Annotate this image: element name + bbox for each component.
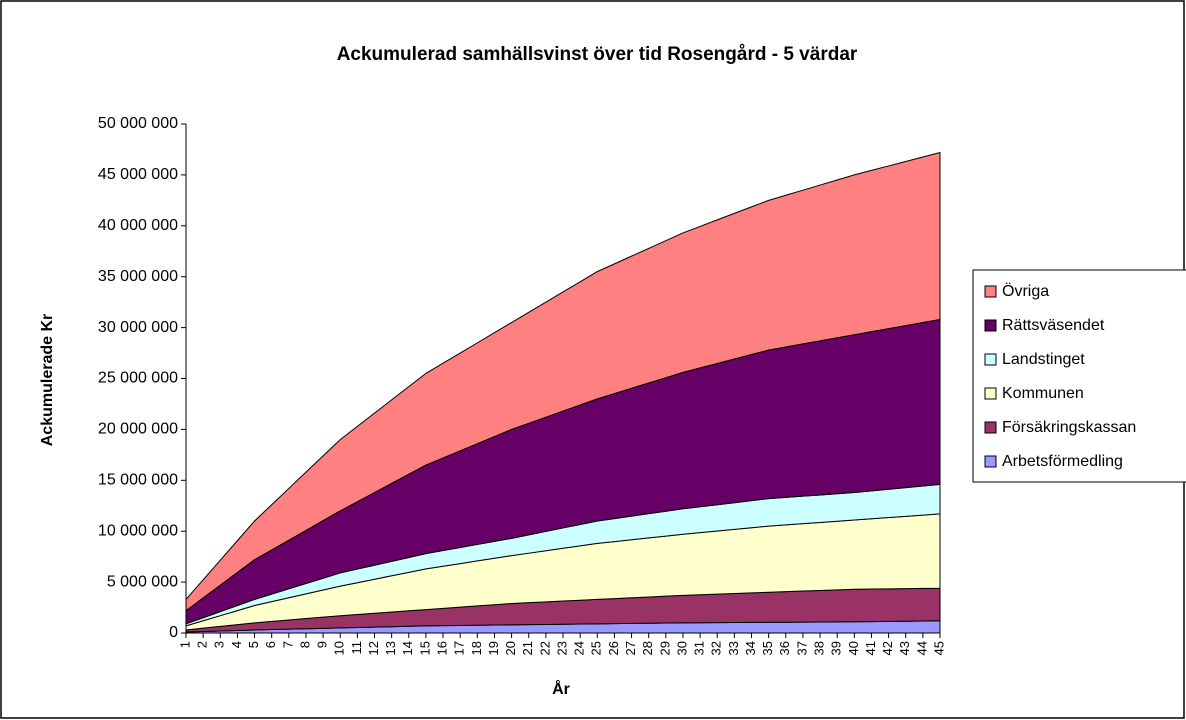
x-tick-label: 26: [606, 641, 621, 655]
x-tick-label: 40: [846, 641, 861, 655]
legend-swatch: [984, 285, 997, 298]
x-tick-label: 38: [811, 641, 826, 655]
x-tick-label: 11: [349, 641, 364, 655]
x-tick-label: 6: [263, 641, 278, 648]
x-tick-label: 37: [794, 641, 809, 655]
x-tick-label: 34: [743, 641, 758, 655]
legend-label: Arbetsförmedling: [1002, 453, 1123, 470]
x-tick-label: 5: [246, 641, 261, 648]
area: [185, 151, 941, 612]
legend-label: Försäkringskassan: [1002, 419, 1136, 436]
legend-swatch: [984, 421, 997, 434]
x-tick-label: 43: [897, 641, 912, 655]
y-tick-label: 35 000 000: [98, 268, 178, 285]
x-tick-label: 4: [229, 641, 244, 648]
x-tick-label: 16: [434, 641, 449, 655]
x-tick-label: 27: [623, 641, 638, 655]
x-tick-label: 24: [572, 641, 587, 655]
x-tick-label: 15: [417, 641, 432, 655]
x-tick-label: 29: [657, 641, 672, 655]
x-tick-label: 8: [297, 641, 312, 648]
x-tick-label: 3: [212, 641, 227, 648]
x-tick-label: 39: [829, 641, 844, 655]
y-tick-label: 0: [169, 624, 178, 641]
legend-swatch: [984, 319, 997, 332]
x-tick-label: 13: [383, 641, 398, 655]
x-tick-label: 28: [640, 641, 655, 655]
legend-swatch: [984, 387, 997, 400]
x-tick-label: 12: [366, 641, 381, 655]
y-tick-label: 30 000 000: [98, 319, 178, 336]
x-tick-label: 9: [315, 641, 330, 648]
y-tick-label: 45 000 000: [98, 166, 178, 183]
x-tick-label: 1: [177, 641, 192, 648]
x-tick-label: 45: [931, 641, 946, 655]
y-tick-label: 50 000 000: [98, 115, 178, 132]
legend-swatch: [984, 455, 997, 468]
y-axis-title: Ackumulerade Kr: [39, 314, 56, 447]
legend-label: Rättsväsendet: [1002, 317, 1105, 334]
x-tick-label: 42: [880, 641, 895, 655]
x-tick-label: 23: [554, 641, 569, 655]
x-axis-title: År: [552, 679, 570, 698]
x-tick-label: 19: [486, 641, 501, 655]
x-tick-label: 33: [726, 641, 741, 655]
x-tick-label: 22: [537, 641, 552, 655]
y-tick-label: 10 000 000: [98, 522, 178, 539]
y-tick-label: 5 000 000: [107, 573, 178, 590]
x-tick-label: 30: [674, 641, 689, 655]
legend-label: Kommunen: [1002, 385, 1084, 402]
x-tick-label: 25: [589, 641, 604, 655]
x-tick-label: 18: [469, 641, 484, 655]
legend-label: Övriga: [1002, 282, 1049, 300]
x-tick-label: 41: [863, 641, 878, 655]
x-tick-label: 36: [777, 641, 792, 655]
x-tick-label: 14: [400, 641, 415, 655]
chart-title: Ackumulerad samhällsvinst över tid Rosen…: [337, 44, 858, 65]
x-tick-label: 2: [195, 641, 210, 648]
legend-label: Landstinget: [1002, 351, 1085, 368]
x-tick-label: 17: [452, 641, 467, 655]
y-tick-label: 15 000 000: [98, 472, 178, 489]
x-tick-label: 32: [709, 641, 724, 655]
x-tick-label: 7: [280, 641, 295, 648]
x-tick-label: 20: [503, 641, 518, 655]
legend-box: [972, 269, 1186, 483]
x-tick-label: 10: [332, 641, 347, 655]
legend-swatch: [984, 353, 997, 366]
x-tick-label: 44: [914, 641, 929, 655]
y-tick-label: 40 000 000: [98, 217, 178, 234]
x-tick-label: 31: [692, 641, 707, 655]
y-tick-label: 20 000 000: [98, 421, 178, 438]
x-tick-label: 21: [520, 641, 535, 655]
y-tick-label: 25 000 000: [98, 370, 178, 387]
x-tick-label: 35: [760, 641, 775, 655]
